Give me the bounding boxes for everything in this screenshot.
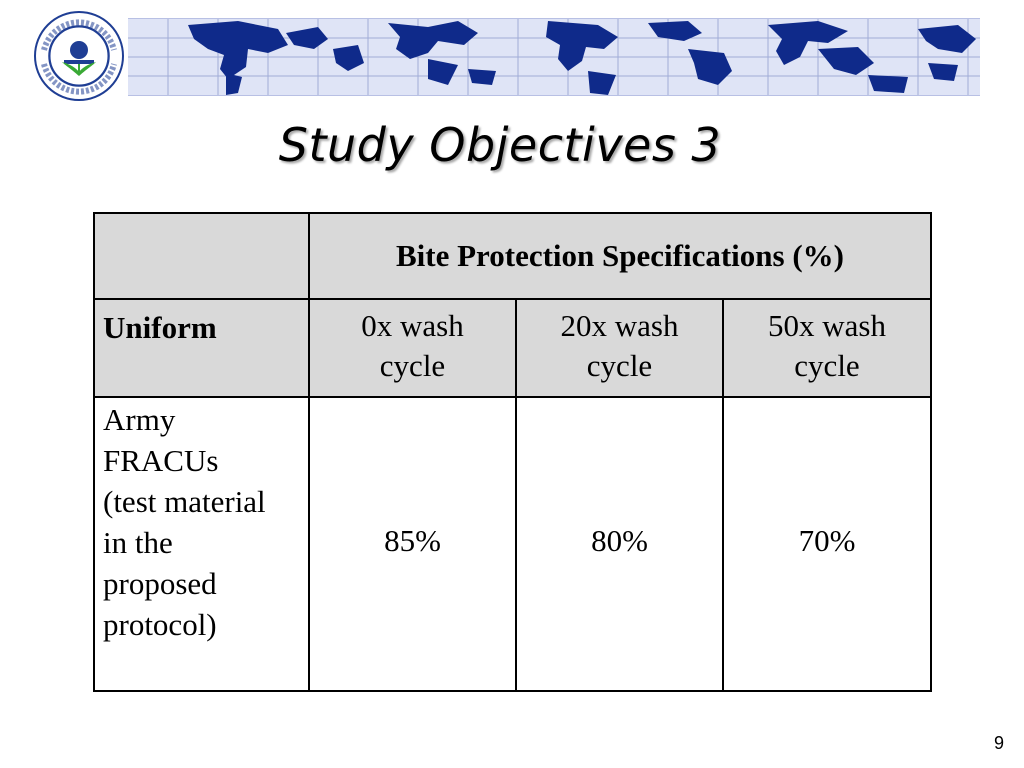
wash-20x-line1: 20x wash (560, 308, 679, 343)
table-row: Army FRACUs (test material in the propos… (93, 396, 932, 692)
material-line: protocol) (103, 606, 217, 642)
bite-protection-header: Bite Protection Specifications (%) (308, 212, 932, 300)
header-banner (0, 0, 1024, 112)
empty-corner-cell (93, 212, 310, 300)
material-line: in the (103, 524, 173, 560)
bite-protection-table: Bite Protection Specifications (%) Unifo… (93, 212, 932, 692)
world-map-graphic (128, 19, 980, 95)
wash-0x-line1: 0x wash (361, 308, 464, 343)
wash-20x-header: 20x wash cycle (515, 298, 724, 398)
page-number: 9 (993, 733, 1004, 753)
world-map-strip (128, 18, 980, 96)
uniform-header: Uniform (93, 298, 310, 398)
wash-0x-header: 0x wash cycle (308, 298, 517, 398)
value-50x-cell: 70% (722, 396, 932, 692)
value-20x-cell: 80% (515, 396, 724, 692)
wash-0x-line2: cycle (379, 348, 446, 384)
epa-seal-logo (22, 10, 136, 102)
wash-50x-header: 50x wash cycle (722, 298, 932, 398)
wash-50x-line2: cycle (794, 348, 860, 384)
group-header-row: Bite Protection Specifications (%) (93, 212, 932, 300)
material-line: (test material (103, 483, 266, 519)
material-line: FRACUs (103, 442, 219, 478)
value-0x-cell: 85% (308, 396, 517, 692)
material-line: proposed (103, 565, 217, 601)
wash-20x-line2: cycle (586, 348, 653, 384)
wash-50x-line1: 50x wash (768, 308, 886, 343)
material-line: Army (103, 402, 176, 437)
material-cell: Army FRACUs (test material in the propos… (93, 396, 310, 692)
column-header-row: Uniform 0x wash cycle 20x wash cycle 50x… (93, 298, 932, 398)
slide-title: Study Objectives 3 (278, 118, 722, 172)
